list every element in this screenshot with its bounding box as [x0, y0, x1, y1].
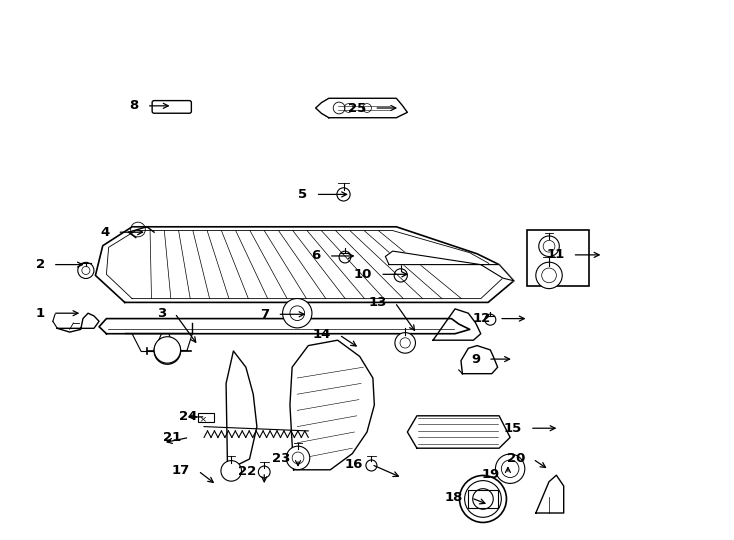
Circle shape	[484, 314, 496, 325]
Text: 8: 8	[129, 99, 139, 112]
Circle shape	[286, 446, 310, 470]
Polygon shape	[536, 475, 564, 513]
Circle shape	[539, 236, 559, 256]
Polygon shape	[99, 319, 470, 334]
Text: 3: 3	[157, 307, 167, 320]
Bar	[527, 230, 589, 286]
Polygon shape	[316, 98, 407, 118]
Polygon shape	[461, 346, 498, 374]
Polygon shape	[57, 313, 99, 332]
Circle shape	[154, 338, 181, 364]
Circle shape	[154, 337, 181, 363]
Circle shape	[459, 476, 506, 522]
Text: 17: 17	[172, 464, 190, 477]
Text: 2: 2	[36, 258, 45, 271]
Text: 6: 6	[311, 249, 321, 262]
Polygon shape	[433, 309, 481, 340]
Polygon shape	[385, 251, 514, 281]
Text: 5: 5	[299, 188, 308, 201]
Circle shape	[339, 251, 351, 263]
Text: 12: 12	[473, 312, 491, 325]
Text: 13: 13	[368, 296, 387, 309]
Text: 25: 25	[348, 102, 366, 114]
Circle shape	[395, 333, 415, 353]
Polygon shape	[290, 340, 374, 470]
Text: 4: 4	[100, 226, 109, 239]
Bar	[468, 490, 498, 508]
Text: 1: 1	[36, 307, 45, 320]
Text: 9: 9	[471, 353, 480, 366]
Text: 21: 21	[163, 431, 181, 444]
Text: 10: 10	[354, 268, 372, 281]
Circle shape	[366, 460, 377, 471]
Text: 22: 22	[238, 465, 256, 478]
Text: 18: 18	[445, 491, 463, 504]
Circle shape	[337, 188, 350, 201]
Circle shape	[536, 262, 562, 288]
Text: 23: 23	[272, 453, 290, 465]
Text: 19: 19	[482, 468, 500, 481]
Text: 7: 7	[261, 308, 269, 321]
Bar	[198, 413, 214, 422]
Circle shape	[394, 269, 407, 282]
Circle shape	[78, 262, 94, 279]
Text: 24: 24	[179, 410, 197, 423]
Text: 15: 15	[504, 422, 522, 435]
Circle shape	[221, 461, 241, 481]
Polygon shape	[407, 416, 510, 448]
Polygon shape	[95, 227, 514, 302]
Circle shape	[283, 299, 312, 328]
Circle shape	[495, 454, 525, 483]
Text: 16: 16	[345, 458, 363, 471]
FancyBboxPatch shape	[152, 100, 192, 113]
Text: 11: 11	[546, 248, 564, 261]
Text: 14: 14	[313, 328, 331, 341]
Polygon shape	[226, 351, 257, 470]
Text: 20: 20	[506, 453, 525, 465]
Circle shape	[258, 466, 270, 478]
